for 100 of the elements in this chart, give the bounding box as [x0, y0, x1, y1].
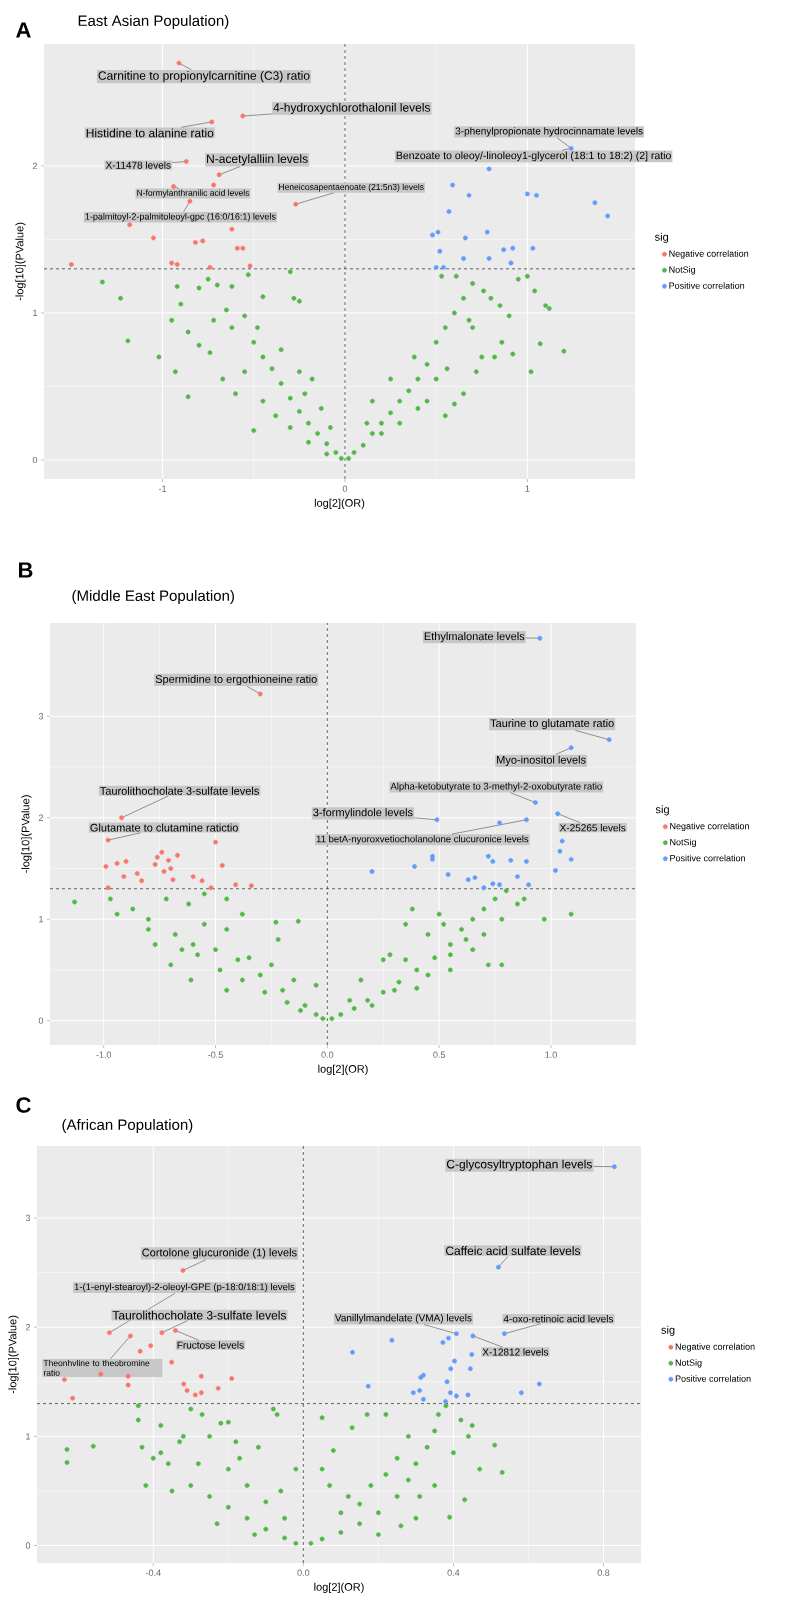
- point: [486, 166, 492, 172]
- point: [70, 1395, 76, 1401]
- point: [417, 1388, 423, 1393]
- point: [486, 256, 492, 261]
- point: [435, 229, 441, 235]
- y-axis-title: -log[10](PValue): [21, 795, 32, 873]
- point: [448, 1390, 453, 1396]
- point: [605, 213, 611, 219]
- y-tick-label: 2: [32, 162, 38, 170]
- point: [211, 182, 217, 188]
- annotation: 1-palmitoyl-2-palmitoleoyl-gpc (16:0/16:1) levels: [85, 213, 276, 222]
- text: B: [19, 562, 33, 578]
- y-tick-label: 2: [38, 814, 44, 821]
- y-tick-label: 3: [25, 1214, 31, 1222]
- y-tick-label: 1: [33, 309, 38, 317]
- x-tick-label: -0.4: [145, 1569, 161, 1576]
- point: [524, 191, 530, 197]
- point: [501, 247, 507, 253]
- annotation: C-glycosyltryptophan levels: [446, 1159, 592, 1171]
- legend-label: Positive correlation: [669, 282, 745, 289]
- annotation: Taurolithocholate 3-sulfate levels: [112, 1310, 286, 1320]
- point: [190, 874, 196, 879]
- point: [170, 877, 176, 883]
- point: [606, 737, 612, 743]
- point: [497, 820, 502, 826]
- point: [159, 1330, 165, 1336]
- point: [472, 875, 478, 881]
- point: [103, 864, 109, 869]
- y-tick-label: 1: [26, 1433, 31, 1440]
- point: [536, 1381, 542, 1387]
- legend-title: sig: [661, 1325, 675, 1336]
- legend-label: Negative correlation: [675, 1343, 755, 1352]
- point: [240, 245, 246, 251]
- point: [490, 881, 496, 887]
- annotation: Theonhvline to theobromine ratio: [43, 1359, 150, 1376]
- annotation: Spermidine to ergothioneine ratio: [155, 674, 317, 686]
- point: [350, 1349, 355, 1355]
- point: [293, 201, 299, 207]
- point: [454, 1331, 459, 1337]
- point: [430, 232, 435, 238]
- point: [440, 1340, 446, 1345]
- point: [199, 878, 205, 884]
- annotation: Benzoate to oleoy/-linoleoy1-glycerol (18:1 to 18:2) (2] ratio: [396, 151, 671, 162]
- point: [121, 874, 127, 879]
- point: [119, 815, 124, 821]
- point: [166, 857, 171, 863]
- annotation: 4-oxo-retinoic acid levels: [503, 1315, 614, 1323]
- point: [470, 1333, 476, 1339]
- y-tick-label: 2: [25, 1324, 31, 1331]
- point: [465, 877, 471, 883]
- annotation: Histidine to alanine ratio: [86, 128, 214, 138]
- point: [452, 1358, 457, 1364]
- y-axis-title: -log[10](PValue): [15, 222, 26, 301]
- x-tick-label: -1: [158, 485, 167, 492]
- point: [192, 1392, 198, 1398]
- point: [208, 885, 214, 891]
- point: [524, 858, 529, 864]
- point: [469, 1352, 475, 1357]
- annotation: X-12812 levels: [482, 1348, 549, 1356]
- point: [68, 262, 74, 267]
- point: [433, 264, 439, 270]
- point: [114, 861, 120, 866]
- point: [421, 1396, 426, 1402]
- point: [446, 209, 452, 214]
- annotation: Myo-inositol levels: [497, 755, 586, 766]
- annotation: Vanillylmandelate (VMA) levels: [334, 1314, 472, 1324]
- point: [611, 1164, 617, 1170]
- point: [233, 882, 239, 888]
- point: [537, 635, 543, 641]
- annotation: 3-phenylpropionate hydrocinnamate levels: [455, 127, 643, 137]
- annotation: Alpha-ketobutyrate to 3-methyl-2-oxobutyrate ratio: [390, 782, 602, 792]
- point: [229, 226, 235, 232]
- annotation: Cortolone glucuronide (1) levels: [142, 1248, 297, 1259]
- text: C: [16, 1097, 31, 1113]
- point: [555, 811, 561, 817]
- point: [169, 1359, 175, 1365]
- point: [234, 245, 240, 251]
- point: [98, 1371, 104, 1377]
- point: [148, 1343, 154, 1349]
- point: [466, 192, 472, 198]
- point: [534, 192, 539, 198]
- point: [125, 1373, 131, 1379]
- point: [526, 882, 532, 888]
- legend-label: Positive correlation: [670, 854, 745, 862]
- point: [490, 858, 496, 864]
- point: [187, 198, 193, 204]
- point: [481, 885, 487, 891]
- annotation: Glutamate to clutamine ratictio: [90, 823, 238, 832]
- legend-label: Positive correlation: [675, 1375, 751, 1382]
- point: [389, 1337, 395, 1343]
- point: [515, 874, 520, 879]
- point: [421, 1372, 426, 1378]
- point: [445, 872, 451, 877]
- point: [446, 1335, 451, 1341]
- annotation: X-25265 levels: [559, 824, 626, 832]
- point: [437, 248, 443, 254]
- point: [161, 869, 167, 874]
- point: [510, 245, 516, 251]
- point: [412, 864, 417, 869]
- point: [568, 745, 574, 751]
